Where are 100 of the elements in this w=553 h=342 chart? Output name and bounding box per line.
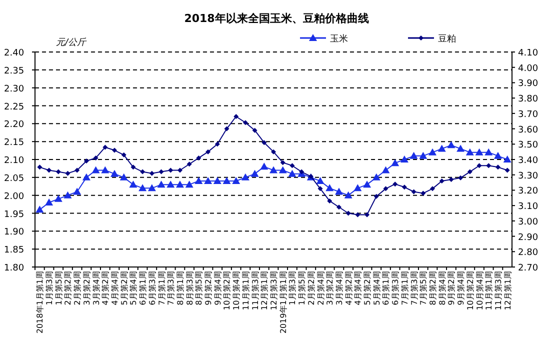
point [271, 149, 276, 154]
point [318, 186, 323, 192]
point [327, 198, 332, 204]
point [354, 184, 362, 192]
x-tick-label: 6月第3周 [148, 271, 157, 306]
x-tick-label: 1月第3周 [45, 271, 54, 306]
x-tick-label: 4月第2周 [101, 271, 110, 306]
point [290, 163, 295, 168]
point [84, 158, 89, 164]
y2-tick-label: 3.70 [518, 110, 538, 120]
x-tick-label: 11月第3周 [250, 271, 260, 310]
y-tick-label: 2.00 [4, 192, 24, 202]
point [372, 173, 380, 180]
point [402, 184, 407, 190]
point [54, 194, 62, 202]
y2-tick-label: 3.30 [518, 171, 538, 182]
x-tick-label: 8月第3周 [185, 271, 194, 306]
x-tick-label: 10月第4周 [475, 271, 484, 310]
x-tick-label: 8月第1周 [176, 271, 185, 306]
y-tick-label: 1.90 [4, 228, 24, 238]
point [157, 180, 166, 188]
point [74, 168, 80, 173]
y-tick-label: 2.20 [4, 120, 24, 130]
point [334, 188, 343, 195]
x-tick-label: 3月第2周 [326, 271, 335, 306]
x-tick-label: 5月第2周 [120, 271, 129, 306]
point [374, 194, 379, 199]
point [346, 210, 351, 216]
x-tick-label: 11月第3周 [494, 271, 503, 310]
y2-tick-label: 3.00 [518, 217, 538, 228]
x-tick-label: 1月第5周 [54, 271, 64, 306]
point [121, 152, 126, 158]
x-tick-label: 11月第1周 [241, 271, 250, 310]
point [466, 148, 474, 156]
x-tick-label: 12月第1周 [503, 271, 512, 310]
point [196, 155, 202, 160]
point [241, 173, 250, 180]
point [439, 178, 444, 184]
point [280, 160, 286, 166]
y-tick-label: 1.85 [4, 246, 24, 256]
x-tick-label: 2月第4周 [73, 271, 82, 306]
point [419, 152, 428, 159]
x-tick-label: 12月第1周 [260, 271, 270, 310]
y2-tick-label: 3.90 [518, 79, 538, 90]
chart-title: 2018年以来全国玉米、豆粕价格曲线 [184, 12, 369, 25]
y-tick-label: 2.30 [4, 84, 24, 94]
x-tick-label: 2月第4周 [316, 271, 326, 306]
point [250, 170, 259, 177]
point [214, 142, 220, 147]
point [213, 177, 222, 184]
point [129, 180, 138, 188]
y-tick-label: 2.05 [4, 174, 24, 184]
point [176, 180, 184, 188]
point [344, 191, 352, 198]
x-tick-label: 7月第1周 [400, 271, 410, 306]
y-tick-label: 2.40 [4, 48, 24, 58]
x-tick-label: 10月第2周 [222, 271, 232, 310]
point [288, 170, 296, 177]
point [149, 170, 154, 176]
point [93, 155, 98, 160]
point [101, 166, 110, 174]
x-tick-label: 4月第4周 [354, 271, 363, 306]
y-tick-label: 2.15 [4, 138, 24, 148]
x-tick-label: 7月第1周 [157, 271, 166, 306]
point [458, 175, 464, 180]
point [355, 212, 360, 218]
y2-tick-label: 4.10 [518, 48, 538, 58]
point [363, 180, 372, 188]
legend-label: 豆粕 [438, 34, 456, 44]
point [36, 206, 44, 213]
x-tick-label: 3月第2周 [82, 271, 92, 306]
x-tick-label: 12月第3周 [270, 271, 278, 310]
point [110, 170, 118, 177]
x-tick-label: 7月第5周 [419, 271, 428, 306]
point [448, 176, 454, 182]
x-tick-label: 5月第4周 [129, 271, 138, 306]
point [158, 169, 164, 174]
point [438, 144, 446, 152]
point [37, 164, 42, 170]
point [430, 186, 435, 192]
point [65, 170, 70, 176]
point [494, 152, 502, 159]
x-tick-label: 6月第3周 [391, 271, 400, 306]
point [177, 168, 182, 173]
point [316, 177, 324, 184]
point [400, 156, 408, 162]
point [447, 141, 456, 148]
y-tick-label: 1.80 [4, 264, 24, 274]
point [224, 126, 230, 132]
point [420, 190, 426, 196]
x-tick-label: 8月第4周 [438, 271, 447, 306]
y2-tick-label: 3.10 [518, 202, 538, 212]
point [204, 177, 212, 184]
point [56, 169, 61, 174]
point [456, 144, 465, 152]
point [252, 128, 258, 133]
y2-tick-label: 2.90 [518, 232, 538, 243]
point [168, 168, 174, 173]
y2-tick-label: 2.80 [518, 248, 538, 258]
point [411, 189, 416, 194]
